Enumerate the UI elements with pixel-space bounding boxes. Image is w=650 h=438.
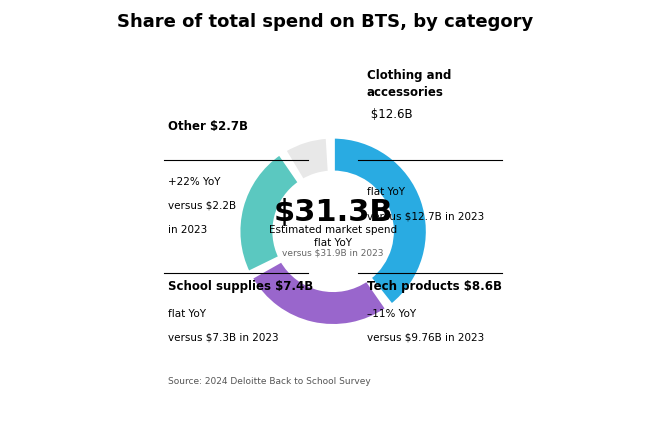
Text: versus $2.2B: versus $2.2B [168, 201, 236, 211]
Text: versus $31.9B in 2023: versus $31.9B in 2023 [282, 249, 384, 258]
Text: flat YoY: flat YoY [367, 187, 405, 198]
Wedge shape [251, 261, 387, 326]
Text: Tech products $8.6B: Tech products $8.6B [367, 280, 502, 293]
Wedge shape [285, 137, 330, 181]
Text: Estimated market spend: Estimated market spend [269, 225, 397, 235]
Text: $12.6B: $12.6B [367, 108, 413, 121]
Wedge shape [333, 137, 428, 305]
Text: Share of total spend on BTS, by category: Share of total spend on BTS, by category [117, 13, 533, 31]
Text: Other $2.7B: Other $2.7B [168, 120, 248, 133]
Text: +22% YoY: +22% YoY [168, 177, 220, 187]
Text: flat YoY: flat YoY [314, 238, 352, 248]
Text: versus $9.76B in 2023: versus $9.76B in 2023 [367, 332, 484, 343]
Text: –11% YoY: –11% YoY [367, 309, 416, 319]
Text: versus $12.7B in 2023: versus $12.7B in 2023 [367, 211, 484, 221]
Text: Source: 2024 Deloitte Back to School Survey: Source: 2024 Deloitte Back to School Sur… [168, 378, 370, 386]
Text: School supplies $7.4B: School supplies $7.4B [168, 280, 313, 293]
Text: flat YoY: flat YoY [168, 309, 206, 319]
Text: in 2023: in 2023 [168, 225, 207, 235]
Wedge shape [239, 153, 300, 273]
Text: Clothing and
accessories: Clothing and accessories [367, 70, 451, 99]
Text: versus $7.3B in 2023: versus $7.3B in 2023 [168, 332, 278, 343]
Text: $31.3B: $31.3B [274, 198, 393, 227]
